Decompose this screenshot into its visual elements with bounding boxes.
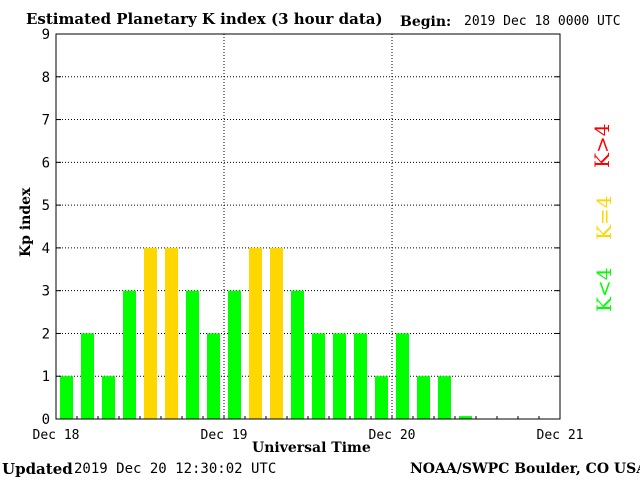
x-axis-label: Universal Time bbox=[252, 440, 371, 456]
updated-timestamp: 2019 Dec 20 12:30:02 UTC bbox=[74, 461, 277, 477]
kp-bar bbox=[333, 333, 346, 419]
y-tick-label: 2 bbox=[42, 326, 50, 342]
kp-bar bbox=[123, 290, 136, 419]
y-tick-label: 5 bbox=[42, 198, 50, 214]
x-tick-label: Dec 20 bbox=[369, 428, 416, 443]
legend-k-equal-4: K=4 bbox=[592, 195, 616, 240]
y-tick-label: 0 bbox=[42, 412, 50, 428]
y-tick-label: 1 bbox=[42, 369, 50, 385]
x-tick-label: Dec 21 bbox=[537, 428, 584, 443]
kp-bar bbox=[144, 247, 157, 419]
kp-bar bbox=[165, 247, 178, 419]
credit-text: NOAA/SWPC Boulder, CO USA bbox=[410, 461, 640, 477]
updated-label: Updated bbox=[2, 460, 73, 478]
x-tick-label: Dec 18 bbox=[33, 428, 80, 443]
kp-bar bbox=[438, 376, 451, 419]
legend-k-below-4: K<4 bbox=[592, 267, 616, 312]
kp-bar bbox=[60, 376, 73, 419]
y-axis-label: Kp index bbox=[18, 187, 34, 257]
kp-bar bbox=[396, 333, 409, 419]
kp-bar bbox=[291, 290, 304, 419]
y-tick-label: 8 bbox=[42, 70, 50, 86]
kp-bar bbox=[228, 290, 241, 419]
kp-bar bbox=[417, 376, 430, 419]
kp-bar bbox=[249, 247, 262, 419]
kp-bar bbox=[270, 247, 283, 419]
kp-bar bbox=[81, 333, 94, 419]
y-tick-label: 6 bbox=[42, 155, 50, 171]
legend-k-above-4: K>4 bbox=[590, 123, 614, 168]
y-tick-label: 7 bbox=[42, 113, 50, 129]
kp-bar bbox=[186, 290, 199, 419]
begin-value: 2019 Dec 18 0000 UTC bbox=[464, 14, 621, 29]
x-tick-label: Dec 19 bbox=[201, 428, 248, 443]
kp-bar bbox=[354, 333, 367, 419]
begin-label: Begin: bbox=[400, 14, 452, 30]
y-tick-label: 4 bbox=[42, 241, 50, 257]
kp-bar bbox=[312, 333, 325, 419]
kp-bar bbox=[375, 376, 388, 419]
chart-title: Estimated Planetary K index (3 hour data… bbox=[26, 10, 383, 28]
kp-bar bbox=[459, 416, 472, 419]
y-tick-label: 3 bbox=[42, 284, 50, 300]
y-tick-label: 9 bbox=[42, 27, 50, 43]
kp-bar bbox=[207, 333, 220, 419]
kp-bar bbox=[102, 376, 115, 419]
